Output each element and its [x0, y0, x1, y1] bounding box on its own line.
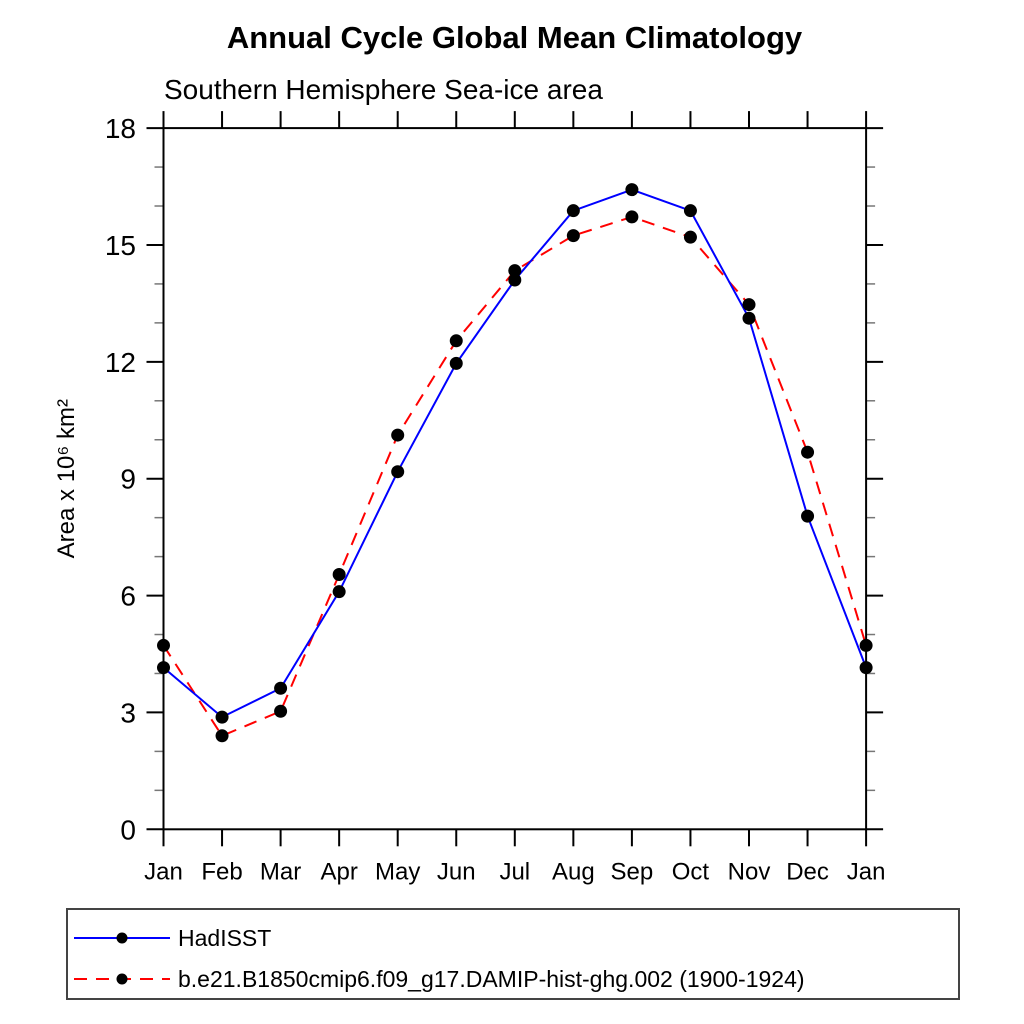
x-axis-tick-label: Mar — [260, 858, 301, 885]
data-point-marker — [566, 204, 580, 218]
chart-title: Annual Cycle Global Mean Climatology — [226, 20, 803, 55]
data-point-marker — [566, 229, 580, 243]
y-axis-tick-label: 3 — [120, 697, 136, 728]
data-point-marker — [508, 264, 522, 278]
x-axis-tick-label: Apr — [320, 858, 357, 885]
data-point-marker — [332, 585, 346, 599]
data-point-marker — [683, 204, 697, 218]
y-axis-tick-label: 15 — [105, 230, 136, 261]
data-point-marker — [683, 230, 697, 244]
data-point-marker — [332, 568, 346, 582]
y-axis-tick-label: 12 — [105, 347, 136, 378]
x-axis-tick-label: Oct — [672, 858, 710, 885]
y-axis-tick-label: 9 — [120, 464, 136, 495]
legend-line-solid-sample — [74, 932, 170, 944]
legend-label-model: b.e21.B1850cmip6.f09_g17.DAMIP-hist-ghg.… — [178, 965, 805, 992]
data-point-marker — [801, 509, 815, 523]
data-point-marker — [449, 334, 463, 348]
data-point-marker — [215, 710, 229, 724]
x-axis-tick-label: Feb — [201, 858, 242, 885]
x-axis-tick-label: Nov — [728, 858, 771, 885]
x-axis-tick-label: Jul — [499, 858, 530, 885]
data-point-marker — [625, 210, 639, 224]
x-axis-tick-label: Jan — [144, 858, 183, 885]
data-point-marker — [391, 465, 405, 479]
y-axis-tick-label: 18 — [105, 113, 136, 144]
plot-frame — [162, 127, 868, 831]
y-axis-tick-label: 6 — [120, 581, 136, 612]
x-axis-tick-label: May — [375, 858, 420, 885]
data-point-marker — [859, 661, 873, 675]
data-point-marker — [449, 356, 463, 370]
data-point-marker — [625, 183, 639, 197]
data-point-marker — [215, 729, 229, 743]
x-axis-tick-label: Aug — [552, 858, 595, 885]
data-point-marker — [157, 638, 170, 652]
y-axis-tick-label: 0 — [120, 814, 136, 845]
data-point-marker — [801, 445, 815, 459]
chart-subtitle: Southern Hemisphere Sea-ice area — [164, 74, 603, 105]
legend-line-dashed-sample — [74, 973, 170, 985]
legend-box: HadISST b.e21.B1850cmip6.f09_g17.DAMIP-h… — [66, 908, 960, 1000]
data-point-marker — [391, 428, 405, 442]
data-point-marker — [859, 638, 873, 652]
data-point-marker — [157, 661, 170, 675]
legend-item-hadisst: HadISST — [68, 923, 271, 953]
y-axis-title: Area x 10⁶ km² — [53, 399, 80, 558]
series-line-model — [162, 215, 868, 738]
legend-item-model: b.e21.B1850cmip6.f09_g17.DAMIP-hist-ghg.… — [68, 964, 805, 994]
x-axis-tick-label: Jun — [437, 858, 476, 885]
data-point-marker — [742, 311, 756, 325]
x-axis-tick-label: Dec — [786, 858, 829, 885]
data-point-marker — [508, 273, 522, 287]
x-axis-tick-label: Jan — [847, 858, 886, 885]
data-point-marker — [742, 298, 756, 312]
x-axis-tick-label: Sep — [611, 858, 654, 885]
data-point-marker — [274, 704, 288, 718]
legend-label-hadisst: HadISST — [178, 924, 272, 951]
data-point-marker — [274, 681, 288, 695]
